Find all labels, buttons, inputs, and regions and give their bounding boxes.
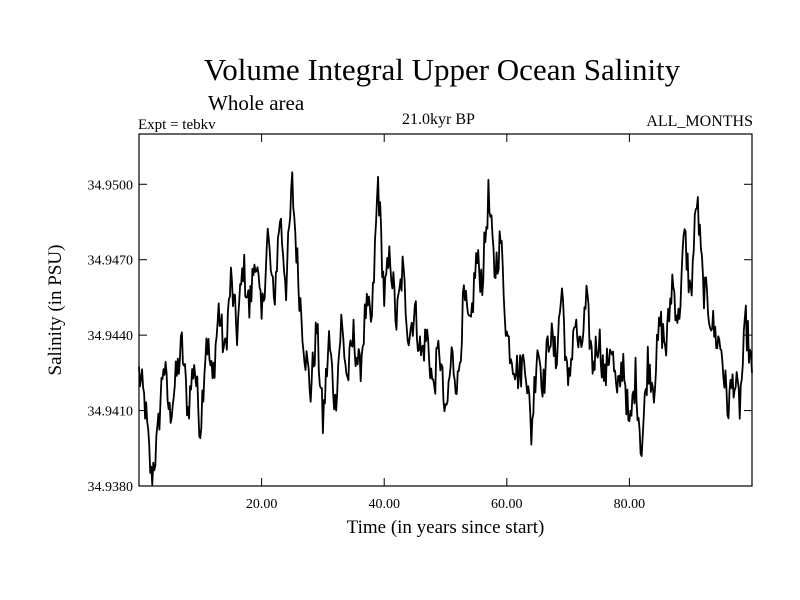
period-label: 21.0kyr BP [402,111,475,128]
x-axis-label: Time (in years since start) [347,517,545,538]
experiment-label: Expt = tebkv [138,117,216,133]
x-tick-label: 80.00 [614,497,646,512]
x-tick-label: 40.00 [368,497,400,512]
plot-frame [138,133,753,487]
y-tick-label: 34.9410 [88,405,134,420]
y-axis-label: Salinity (in PSU) [45,245,66,376]
months-label: ALL_MONTHS [646,113,753,130]
y-tick-label: 34.9440 [88,329,134,344]
y-tick-label: 34.9470 [88,254,134,269]
x-tick-label: 60.00 [491,497,523,512]
y-tick-label: 34.9500 [88,178,134,193]
series-layer [138,171,753,486]
chart-subtitle: Whole area [208,91,305,115]
x-axis: 20.00 40.00 60.00 80.00 [246,134,645,512]
x-tick-label: 20.00 [246,497,278,512]
series-line [138,171,753,486]
y-axis: 34.9380 34.9410 34.9440 34.9470 34.9500 [88,178,752,495]
y-tick-label: 34.9380 [88,480,134,495]
chart-title: Volume Integral Upper Ocean Salinity [203,52,681,87]
